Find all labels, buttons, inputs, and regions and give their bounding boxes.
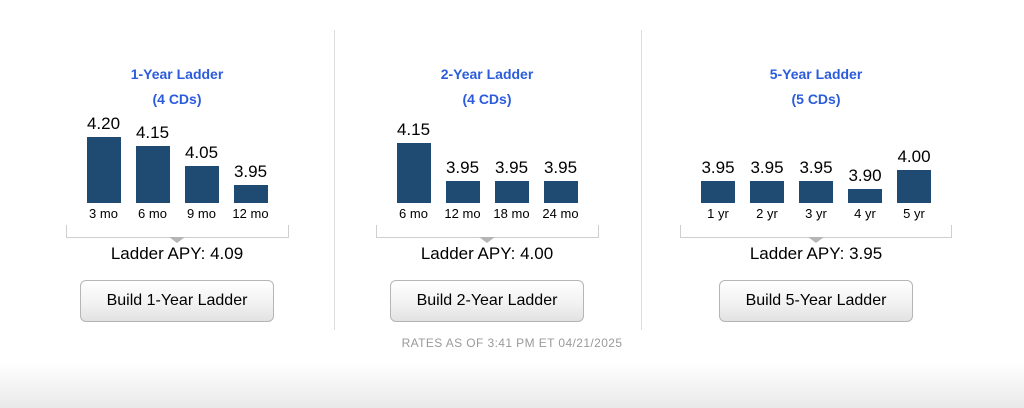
bar-group: 3.90 4 yr [848,166,882,221]
bar-term-label: 12 mo [232,206,269,221]
bar-group: 4.15 6 mo [135,123,170,221]
bar [897,170,931,203]
ladder-panel-5-year: 5-Year Ladder (5 CDs) 3.95 1 yr 3.95 2 yr 3.… [666,62,966,322]
ladder-apy-text: Ladder APY: 3.95 [749,244,883,263]
bar-term-label: 6 mo [399,206,428,221]
panel-divider [641,30,642,330]
bar-group: 3.95 1 yr [701,158,735,221]
bar-term-label: 9 mo [187,206,216,221]
bar-group: 3.95 2 yr [750,158,784,221]
bar-value-label: 3.95 [233,162,268,181]
bar-term-label: 18 mo [493,206,530,221]
bar-term-label: 24 mo [542,206,579,221]
bar-term-label: 3 yr [805,206,827,221]
bar-value-label: 4.15 [135,123,170,142]
build-2-year-ladder-button[interactable]: Build 2-Year Ladder [389,280,585,322]
bar-value-label: 3.95 [543,158,578,177]
bar [543,181,578,203]
bar [848,189,882,203]
bar-group: 4.05 9 mo [184,143,219,221]
bar-chart: 4.20 3 mo 4.15 6 mo 4.05 9 mo 3.95 12 mo [86,114,269,221]
bar [233,185,268,203]
bar-group: 4.20 3 mo [86,114,121,221]
panel-title: 1-Year Ladder [130,66,224,82]
bar-group: 3.95 18 mo [493,158,529,221]
bracket-annotation [375,225,599,243]
bar [701,181,735,203]
bar-value-label: 4.05 [184,143,219,162]
bar-value-label: 3.95 [701,158,735,177]
bar-group: 3.95 24 mo [542,158,578,221]
bar-group: 3.95 12 mo [444,158,480,221]
bar-group: 3.95 3 yr [799,158,833,221]
bar-value-label: 4.20 [86,114,121,133]
bar-term-label: 5 yr [903,206,925,221]
bar-value-label: 3.95 [750,158,784,177]
panel-subtitle: (4 CDs) [152,91,202,107]
rates-timestamp: RATES AS OF 3:41 PM ET 04/21/2025 [401,336,623,350]
bar [799,181,833,203]
bar [184,166,219,203]
panel-subtitle: (5 CDs) [791,91,841,107]
ladder-apy-text: Ladder APY: 4.09 [110,244,244,263]
bar [396,143,431,203]
bracket-arrow-icon [479,237,495,243]
bar-term-label: 3 mo [89,206,118,221]
bar [135,146,170,203]
bar-term-label: 4 yr [854,206,876,221]
bracket-arrow-icon [169,237,185,243]
bottom-fade [0,362,1024,408]
bracket-arrow-icon [808,237,824,243]
panel-subtitle: (4 CDs) [462,91,512,107]
bar [494,181,529,203]
panel-divider [334,30,335,330]
ladder-panel-1-year: 1-Year Ladder (4 CDs) 4.20 3 mo 4.15 6 mo 4.… [27,62,327,322]
bar-value-label: 4.15 [396,120,431,139]
bar-value-label: 3.95 [799,158,833,177]
bar [750,181,784,203]
bar [86,137,121,203]
bracket-annotation [65,225,289,243]
bar-term-label: 2 yr [756,206,778,221]
bar-value-label: 4.00 [897,147,931,166]
bar-chart: 4.15 6 mo 3.95 12 mo 3.95 18 mo 3.95 24 mo [396,114,579,221]
build-1-year-ladder-button[interactable]: Build 1-Year Ladder [79,280,275,322]
bracket-annotation [680,225,952,243]
panel-title: 5-Year Ladder [769,66,863,82]
bar-term-label: 1 yr [707,206,729,221]
bar-group: 4.15 6 mo [396,120,431,221]
bar-group: 4.00 5 yr [897,147,931,221]
bar-value-label: 3.95 [494,158,529,177]
bar-chart: 3.95 1 yr 3.95 2 yr 3.95 3 yr 3.90 4 yr 4.00 5 yr [701,114,931,221]
bar [445,181,480,203]
ladder-apy-text: Ladder APY: 4.00 [420,244,554,263]
build-5-year-ladder-button[interactable]: Build 5-Year Ladder [718,280,914,322]
bar-value-label: 3.95 [445,158,480,177]
bar-term-label: 12 mo [444,206,481,221]
panel-title: 2-Year Ladder [440,66,534,82]
bar-group: 3.95 12 mo [232,162,268,221]
bar-value-label: 3.90 [848,166,882,185]
bar-term-label: 6 mo [138,206,167,221]
ladder-panel-2-year: 2-Year Ladder (4 CDs) 4.15 6 mo 3.95 12 mo 3… [337,62,637,322]
